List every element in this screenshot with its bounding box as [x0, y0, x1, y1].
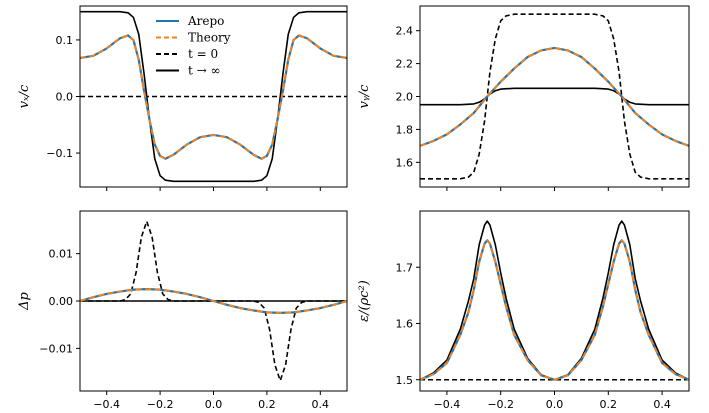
y-tick-label: 1.7	[396, 261, 414, 274]
x-tick-label: −0.2	[487, 398, 514, 411]
series-line-t-0	[420, 13, 689, 180]
x-tick-label: 0.2	[600, 398, 618, 411]
y-tick-label: 2.2	[396, 58, 414, 71]
legend: Arepo Theory t = 0 t → ∞	[156, 14, 231, 78]
y-axis-label: vₓ/c	[17, 84, 32, 108]
series-line-theory	[80, 34, 347, 160]
series-group	[420, 13, 689, 180]
y-axis-label: vᵧ/c	[357, 84, 372, 109]
x-tick-label: 0.4	[312, 398, 330, 411]
series-line-theory	[80, 288, 347, 314]
axes-frame	[419, 5, 690, 188]
y-tick-label: 0.01	[49, 248, 74, 261]
y-tick-label: 0.0	[56, 91, 74, 104]
legend-label: Theory	[188, 31, 231, 45]
axes-frame	[419, 210, 690, 392]
series-group	[80, 220, 347, 382]
y-tick-label: 0.1	[56, 34, 74, 47]
y-tick-label: 2.0	[396, 91, 414, 104]
y-tick-label: 2.4	[396, 25, 414, 38]
legend-label: t → ∞	[188, 64, 221, 78]
x-tick-label: 0.2	[258, 398, 276, 411]
legend-label: t = 0	[188, 47, 218, 61]
series-line-arepo	[420, 239, 689, 381]
y-tick-label: 1.5	[396, 374, 414, 387]
series-group	[80, 10, 347, 183]
legend-label: Arepo	[187, 14, 224, 28]
x-tick-label: −0.4	[93, 398, 120, 411]
series-line-t	[420, 220, 689, 381]
eps-panel: −0.4 −0.2 0.0 0.2 0.4 1.7 1.6 1.5 ε/(ρc²)	[357, 210, 690, 411]
x-tick-label: 0.0	[546, 398, 564, 411]
x-tick-label: −0.2	[147, 398, 174, 411]
y-tick-label: 1.6	[396, 318, 414, 331]
x-tick-label: −0.4	[434, 398, 461, 411]
dp-panel: −0.4 −0.2 0.0 0.2 0.4 0.01 0.00 −0.01 Δp	[17, 210, 348, 411]
vx-panel: 0.1 0.0 −0.1 vₓ/c	[17, 5, 348, 191]
y-tick-label: 1.8	[396, 123, 414, 136]
series-line-t	[420, 87, 689, 106]
y-tick-label: 0.00	[49, 295, 74, 308]
vy-panel: 2.4 2.2 2.0 1.8 1.6 vᵧ/c	[357, 5, 690, 191]
y-axis-label: Δp	[17, 291, 32, 310]
x-tick-label: 0.0	[205, 398, 223, 411]
series-group	[420, 220, 689, 381]
x-tick-label: 0.4	[653, 398, 671, 411]
series-line-theory	[420, 47, 689, 147]
series-line-theory	[420, 239, 689, 381]
y-tick-label: 1.6	[396, 156, 414, 169]
series-line-t	[80, 10, 347, 183]
y-tick-label: −0.1	[46, 147, 73, 160]
y-axis-label: ε/(ρc²)	[357, 280, 372, 322]
series-line-arepo	[420, 46, 689, 147]
y-tick-label: −0.01	[39, 342, 73, 355]
